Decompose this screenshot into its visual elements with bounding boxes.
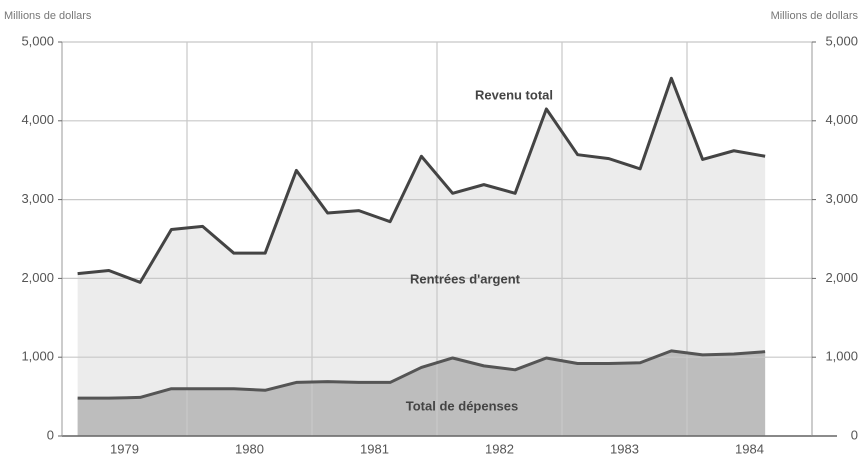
annotation: Rentrées d'argent xyxy=(410,271,521,286)
y-tick-label: 0 xyxy=(47,427,54,442)
annotation: Total de dépenses xyxy=(406,398,518,413)
annotation: Revenu total xyxy=(475,87,553,102)
y2-tick-label: 5,000 xyxy=(825,33,858,48)
y2-tick-label: 2,000 xyxy=(825,270,858,285)
y-tick-label: 4,000 xyxy=(21,112,54,127)
y-tick-label: 5,000 xyxy=(21,33,54,48)
area xyxy=(77,78,766,437)
x-tick-label: 1979 xyxy=(110,441,139,456)
area xyxy=(77,350,766,436)
y-axis-label: Millions de dollars xyxy=(4,10,92,22)
y2-tick-label: 1,000 xyxy=(825,349,858,364)
x-tick-label: 1983 xyxy=(610,441,639,456)
y2-tick-label: 0 xyxy=(851,427,858,442)
x-tick-label: 1981 xyxy=(360,441,389,456)
y2-axis-label: Millions de dollars xyxy=(771,10,859,22)
line xyxy=(77,349,766,400)
x-tick-label: 1980 xyxy=(235,441,264,456)
x-tick-label: 1984 xyxy=(735,441,764,456)
y-tick-label: 1,000 xyxy=(21,349,54,364)
x-tick-label: 1982 xyxy=(485,441,514,456)
line xyxy=(77,76,766,284)
y2-tick-label: 4,000 xyxy=(825,112,858,127)
y-tick-label: 3,000 xyxy=(21,191,54,206)
y2-tick-label: 3,000 xyxy=(825,191,858,206)
y-tick-label: 2,000 xyxy=(21,270,54,285)
